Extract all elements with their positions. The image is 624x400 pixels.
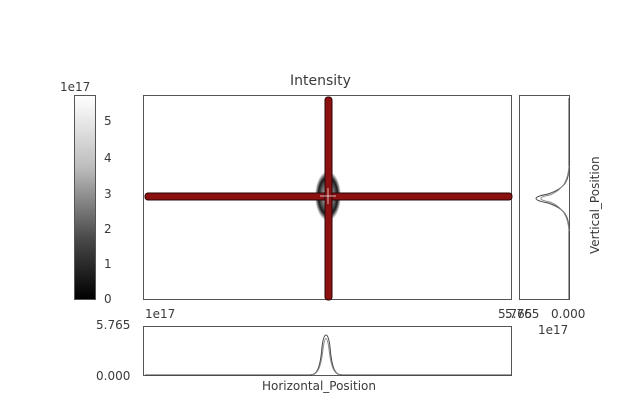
horizontal-profile-tick-top: 5.765 [96,318,131,332]
horizontal-profile-curve-inner [311,338,341,376]
vertical-profile-curve-outer [535,98,570,299]
colorbar-tick-3: 3 [104,187,112,201]
colorbar-tick-0: 0 [104,292,112,306]
horizontal-profile-axis-label: Horizontal_Position [262,379,376,393]
horizontal-profile-graphics [145,334,512,376]
vertical-profile-exponent: 1e17 [538,323,569,337]
main-x-min-label: 1e17 [145,307,176,321]
vertical-profile-plot[interactable] [519,95,570,300]
colorbar[interactable] [74,95,96,300]
vertical-profile-curve-inner [540,165,570,232]
colorbar-tick-4: 4 [104,151,112,165]
horizontal-profile-curve-outer [145,334,512,376]
vertical-profile-tick-left: 5.765 [505,307,540,321]
vertical-profile-axis-label: Vertical_Position [588,156,602,254]
colorbar-tick-5: 5 [104,114,112,128]
plot-title: Intensity [290,73,351,89]
main-x-max-label: 5.765 [498,307,533,321]
intensity-image[interactable] [143,95,513,301]
vertical-profile-tick-right: 0.000 [551,307,586,321]
vertical-profile-graphics [535,98,570,299]
colorbar-exponent: 1e17 [60,80,91,94]
horizontal-profile-tick-bottom: 0.000 [96,369,131,383]
colorbar-tick-2: 2 [104,222,112,236]
colorbar-tick-1: 1 [104,257,112,271]
horizontal-profile-plot[interactable] [143,326,512,376]
intensity-image-graphics [144,96,513,301]
